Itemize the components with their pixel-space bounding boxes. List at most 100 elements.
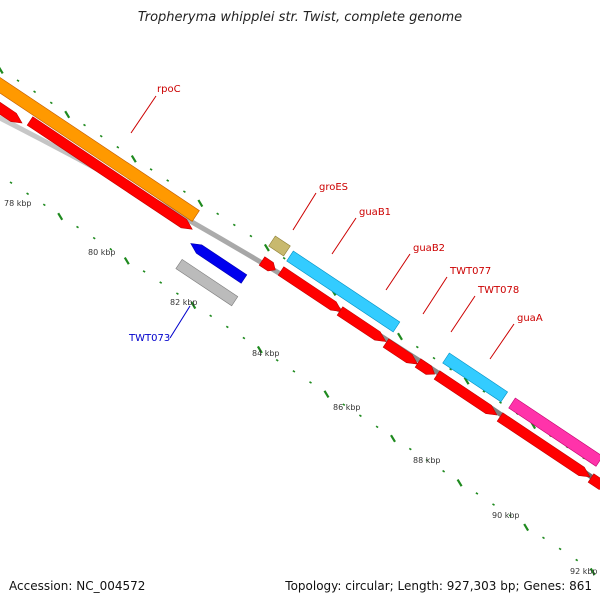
gene-label-groES: groES: [319, 182, 348, 193]
inner-tick-15: [242, 336, 246, 340]
inner-tick-29: [475, 492, 479, 495]
inner-tick-12: [190, 301, 197, 310]
cds-arrow-6: [382, 338, 419, 365]
guaA-bar-2: [508, 397, 600, 467]
inner-tick-23: [375, 425, 379, 429]
outer-tick-14: [232, 223, 236, 227]
inner-tick-14: [225, 325, 229, 329]
outer-tick-4: [64, 110, 71, 119]
cds-arrow-3: [258, 256, 276, 272]
cds-arrow-7: [414, 358, 436, 375]
inner-tick-13: [209, 314, 213, 318]
scale-label-92kbp: 92 kbp: [570, 567, 598, 576]
gene-label-TWT073: TWT073: [128, 333, 170, 344]
inner-tick-11: [175, 292, 179, 295]
outer-tick-2: [33, 90, 37, 94]
outer-tick-28: [463, 377, 470, 385]
inner-tick-2: [26, 192, 30, 196]
cds-arrow-4: [277, 266, 343, 312]
rpoC-bar: [0, 77, 200, 222]
inner-tick-28: [456, 479, 463, 487]
inner-tick-9: [142, 270, 146, 273]
gene-label-TWT078: TWT078: [477, 285, 519, 296]
inner-tick-1: [9, 181, 13, 184]
leader-guaB1: [331, 217, 357, 255]
outer-tick-5: [83, 123, 86, 127]
inner-tick-30: [492, 503, 495, 506]
gene-features: [0, 77, 600, 490]
inner-tick-26: [425, 458, 429, 462]
map-title: Tropheryma whipplei str. Twist, complete…: [137, 10, 463, 25]
gene-label-rpoC: rpoC: [157, 84, 181, 95]
inner-tick-32: [523, 523, 530, 532]
inner-tick-5: [76, 225, 79, 229]
leader-TWT073: [169, 305, 191, 339]
inner-tick-31: [508, 514, 512, 517]
topology-summary-text: Topology: circular; Length: 927,303 bp; …: [285, 579, 592, 593]
inner-tick-19: [309, 381, 312, 384]
inner-tick-10: [159, 281, 163, 284]
outer-tick-11: [182, 190, 186, 193]
scale-label-84kbp: 84 kbp: [252, 349, 280, 358]
inner-tick-8: [123, 257, 130, 265]
outer-tick-10: [166, 179, 170, 182]
inner-tick-16: [256, 345, 263, 354]
outer-tick-13: [216, 212, 220, 216]
inner-tick-7: [109, 247, 113, 251]
scale-labels: 78 kbp 80 kbp 82 kbp 84 kbp 86 kbp 88 kb…: [4, 199, 598, 576]
gene-label-TWT077: TWT077: [449, 266, 491, 277]
inner-tick-34: [558, 547, 562, 551]
gene-callouts: [130, 95, 515, 360]
cds-arrow-2: [26, 116, 193, 230]
outer-tick-12: [197, 199, 204, 208]
guaB-bar: [286, 250, 401, 333]
scale-label-78kbp: 78 kbp: [4, 199, 32, 208]
inner-tick-6: [92, 236, 96, 240]
outer-tick-8: [130, 155, 137, 163]
gene-labels: rpoC groES guaB1 guaB2 TWT077 TWT078 gua…: [128, 84, 543, 344]
outer-tick-24: [397, 332, 403, 341]
scale-label-86kbp: 86 kbp: [333, 403, 361, 412]
outer-tick-16: [263, 243, 270, 252]
accession-text: Accession: NC_004572: [9, 579, 146, 593]
scale-label-88kbp: 88 kbp: [413, 456, 441, 465]
reverse-arrow-blue: [190, 243, 248, 284]
leader-guaA: [489, 323, 515, 360]
scale-label-82kbp: 82 kbp: [170, 298, 198, 307]
cds-arrow-10: [587, 473, 600, 490]
cds-arrow-5: [336, 306, 387, 342]
inner-tick-17: [275, 358, 279, 362]
inner-tick-36: [589, 567, 596, 576]
inner-tick-20: [323, 390, 330, 398]
outer-tick-29: [482, 390, 486, 393]
inner-tick-22: [358, 414, 362, 418]
genome-backbone: [0, 115, 600, 486]
scale-label-90kbp: 90 kbp: [492, 511, 520, 520]
inner-tick-27: [442, 469, 446, 473]
leader-TWT078: [450, 295, 476, 333]
inner-tick-3: [42, 203, 46, 207]
groES-bar: [268, 235, 291, 257]
outer-tick-26: [432, 356, 436, 360]
gene-label-guaB1: guaB1: [359, 207, 391, 218]
scale-label-80kbp: 80 kbp: [88, 248, 116, 257]
outer-tick-7: [116, 145, 120, 149]
outer-tick-9: [149, 168, 153, 171]
guaA-bar-1: [442, 352, 509, 403]
outer-tick-27: [449, 367, 453, 371]
outer-tick-25: [415, 345, 419, 349]
outer-tick-6: [99, 134, 103, 138]
leader-rpoC: [130, 95, 157, 134]
inner-tick-18: [292, 370, 296, 373]
outer-tick-3: [49, 101, 53, 105]
inner-tick-24: [390, 434, 396, 443]
gene-label-guaB2: guaB2: [413, 243, 445, 254]
leader-groES: [292, 192, 317, 231]
reverse-bar-grey: [175, 258, 239, 307]
inner-tick-4: [57, 212, 64, 221]
cds-arrow-1: [0, 101, 23, 124]
backbone-line: [0, 115, 600, 486]
outer-tick-30: [499, 401, 502, 404]
inner-tick-25: [408, 447, 412, 451]
